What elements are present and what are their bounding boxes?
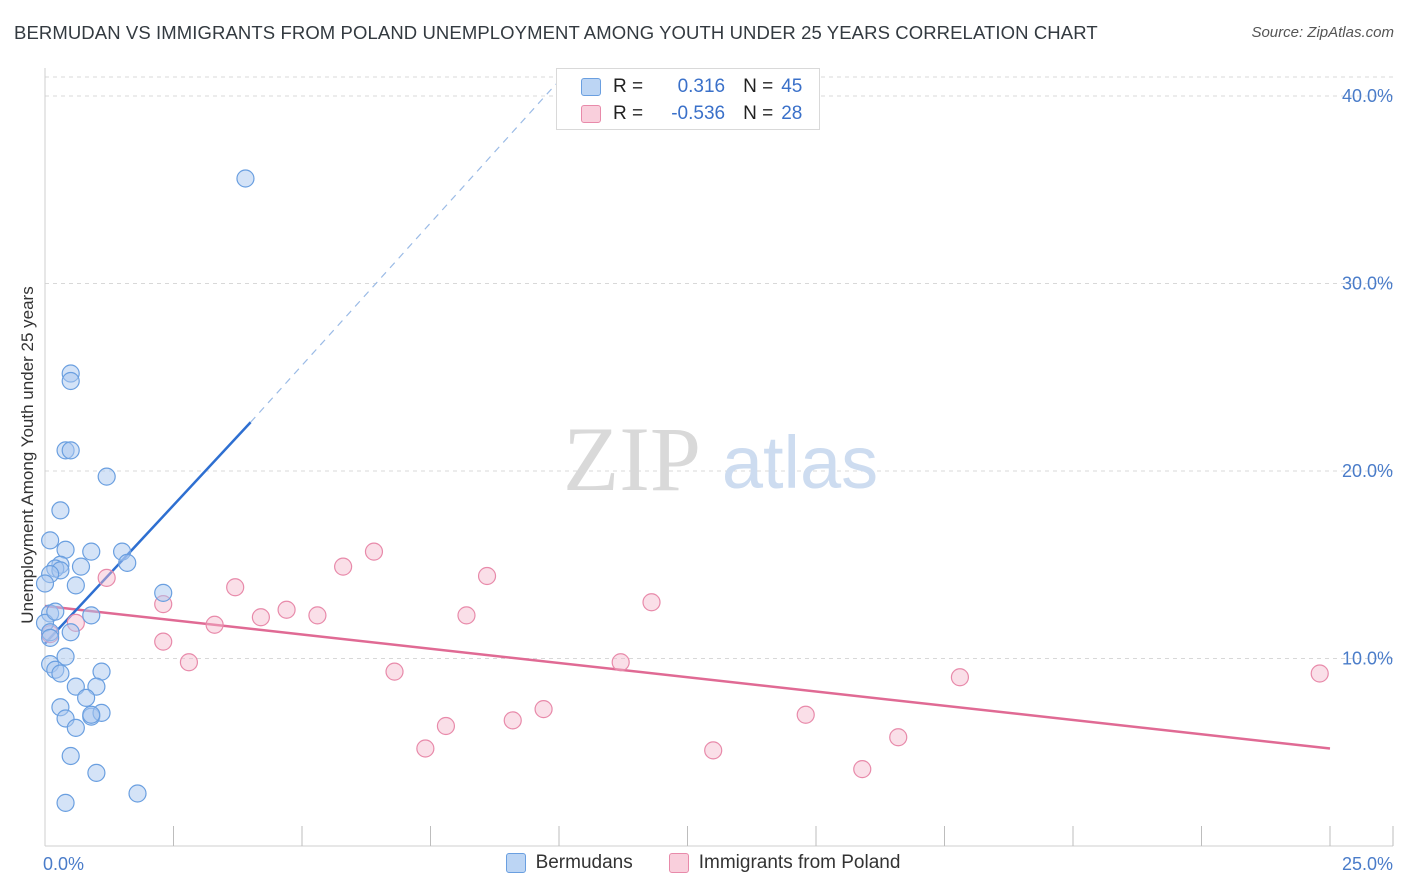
- legend-swatch-pink: [668, 853, 689, 873]
- gridlines: [45, 76, 1393, 659]
- bermudans-trend-extension: [250, 83, 557, 423]
- bermudans-point: [66, 576, 85, 595]
- y-tick-label: 40.0%: [1342, 86, 1393, 106]
- bermudans-point: [41, 628, 60, 647]
- bermudans-point: [66, 718, 85, 737]
- poland-point: [179, 653, 199, 672]
- legend-r-value: -0.536: [671, 103, 726, 124]
- legend-label-bermudans: Bermudans: [535, 852, 633, 873]
- poland-point: [308, 606, 327, 625]
- poland-point: [385, 662, 404, 681]
- bermudans-point: [154, 583, 173, 602]
- poland-point: [205, 615, 224, 634]
- bermudans-point: [51, 664, 70, 683]
- legend-swatch-blue: [581, 78, 601, 96]
- y-tick-label: 30.0%: [1342, 274, 1393, 294]
- bermudans-trendline: [44, 421, 252, 645]
- correlation-legend: R = 0.316 N = 45 R = -0.536 N = 28: [556, 68, 820, 130]
- bermudans-point: [236, 169, 255, 188]
- bermudans-point: [51, 501, 70, 520]
- poland-point: [704, 741, 723, 760]
- legend-label-poland: Immigrants from Poland: [698, 852, 901, 873]
- watermark-atlas: atlas: [722, 421, 878, 504]
- poland-point: [477, 566, 497, 586]
- bermudans-point: [61, 623, 80, 642]
- poland-point: [277, 600, 296, 619]
- legend-row-bermudans: R = 0.316 N = 45: [581, 74, 802, 100]
- legend-n-value: 45: [781, 76, 803, 97]
- bermudans-point: [128, 784, 147, 803]
- poland-point: [334, 557, 353, 576]
- bermudans-point: [77, 688, 96, 707]
- poland-point: [642, 593, 661, 612]
- y-tick-label: 20.0%: [1342, 461, 1393, 481]
- poland-point: [364, 542, 384, 561]
- legend-r-value: 0.316: [677, 76, 726, 97]
- series-legend: Bermudans Immigrants from Poland: [0, 852, 1406, 874]
- poland-point: [97, 568, 116, 587]
- legend-row-poland: R = -0.536 N = 28: [581, 101, 802, 127]
- legend-n-label: N =: [743, 103, 774, 124]
- bermudans-point: [87, 677, 106, 696]
- legend-item-bermudans[interactable]: Bermudans: [505, 852, 633, 874]
- bermudans-point: [82, 606, 101, 625]
- bermudans-point: [35, 574, 55, 593]
- watermark: ZIP atlas: [563, 408, 878, 510]
- poland-point: [853, 760, 872, 779]
- poland-point: [251, 608, 270, 627]
- poland-point: [1310, 664, 1329, 683]
- bermudans-point: [118, 553, 137, 572]
- x-tick-label: 25.0%: [1342, 854, 1393, 874]
- bermudans-point: [56, 647, 75, 666]
- legend-r-label: R =: [613, 103, 644, 124]
- legend-item-poland[interactable]: Immigrants from Poland: [668, 852, 901, 874]
- chart-title: BERMUDAN VS IMMIGRANTS FROM POLAND UNEMP…: [14, 22, 1098, 43]
- data-points: [35, 169, 1329, 812]
- legend-r-label: R =: [613, 76, 644, 97]
- poland-point: [457, 606, 476, 625]
- bermudans-point: [61, 441, 80, 460]
- poland-trendline: [44, 604, 1331, 750]
- poland-point: [796, 705, 815, 724]
- poland-point: [154, 632, 173, 651]
- poland-point: [503, 711, 522, 730]
- bermudans-point: [56, 793, 75, 812]
- bermudans-point: [61, 746, 80, 766]
- bermudans-point: [71, 557, 91, 576]
- legend-swatch-pink: [581, 105, 601, 123]
- poland-point: [416, 739, 435, 758]
- bermudans-point: [66, 677, 85, 696]
- bermudans-point: [46, 602, 65, 621]
- trendlines: [44, 83, 1331, 750]
- bermudans-point: [97, 467, 116, 486]
- source-label: Source: ZipAtlas.com: [1251, 24, 1394, 41]
- bermudans-point: [82, 542, 101, 561]
- poland-point: [950, 668, 970, 687]
- poland-point: [889, 728, 908, 747]
- legend-n-value: 28: [781, 103, 803, 124]
- poland-point: [226, 578, 245, 597]
- bermudans-point: [87, 763, 106, 782]
- tick-labels: 10.0% 20.0% 30.0% 40.0% 0.0% 25.0%: [43, 86, 1393, 874]
- x-tick-label: 0.0%: [43, 854, 84, 874]
- bermudans-point: [41, 531, 60, 550]
- poland-point: [534, 700, 553, 719]
- poland-point: [436, 716, 456, 736]
- bermudans-point: [82, 705, 101, 724]
- y-axis-title: Unemployment Among Youth under 25 years: [18, 286, 37, 624]
- y-tick-label: 10.0%: [1342, 649, 1393, 669]
- axes: [44, 68, 1394, 847]
- bermudans-point: [61, 371, 80, 391]
- poland-point: [611, 653, 630, 672]
- legend-n-label: N =: [743, 76, 774, 97]
- watermark-zip: ZIP: [563, 408, 701, 510]
- legend-swatch-blue: [505, 853, 526, 873]
